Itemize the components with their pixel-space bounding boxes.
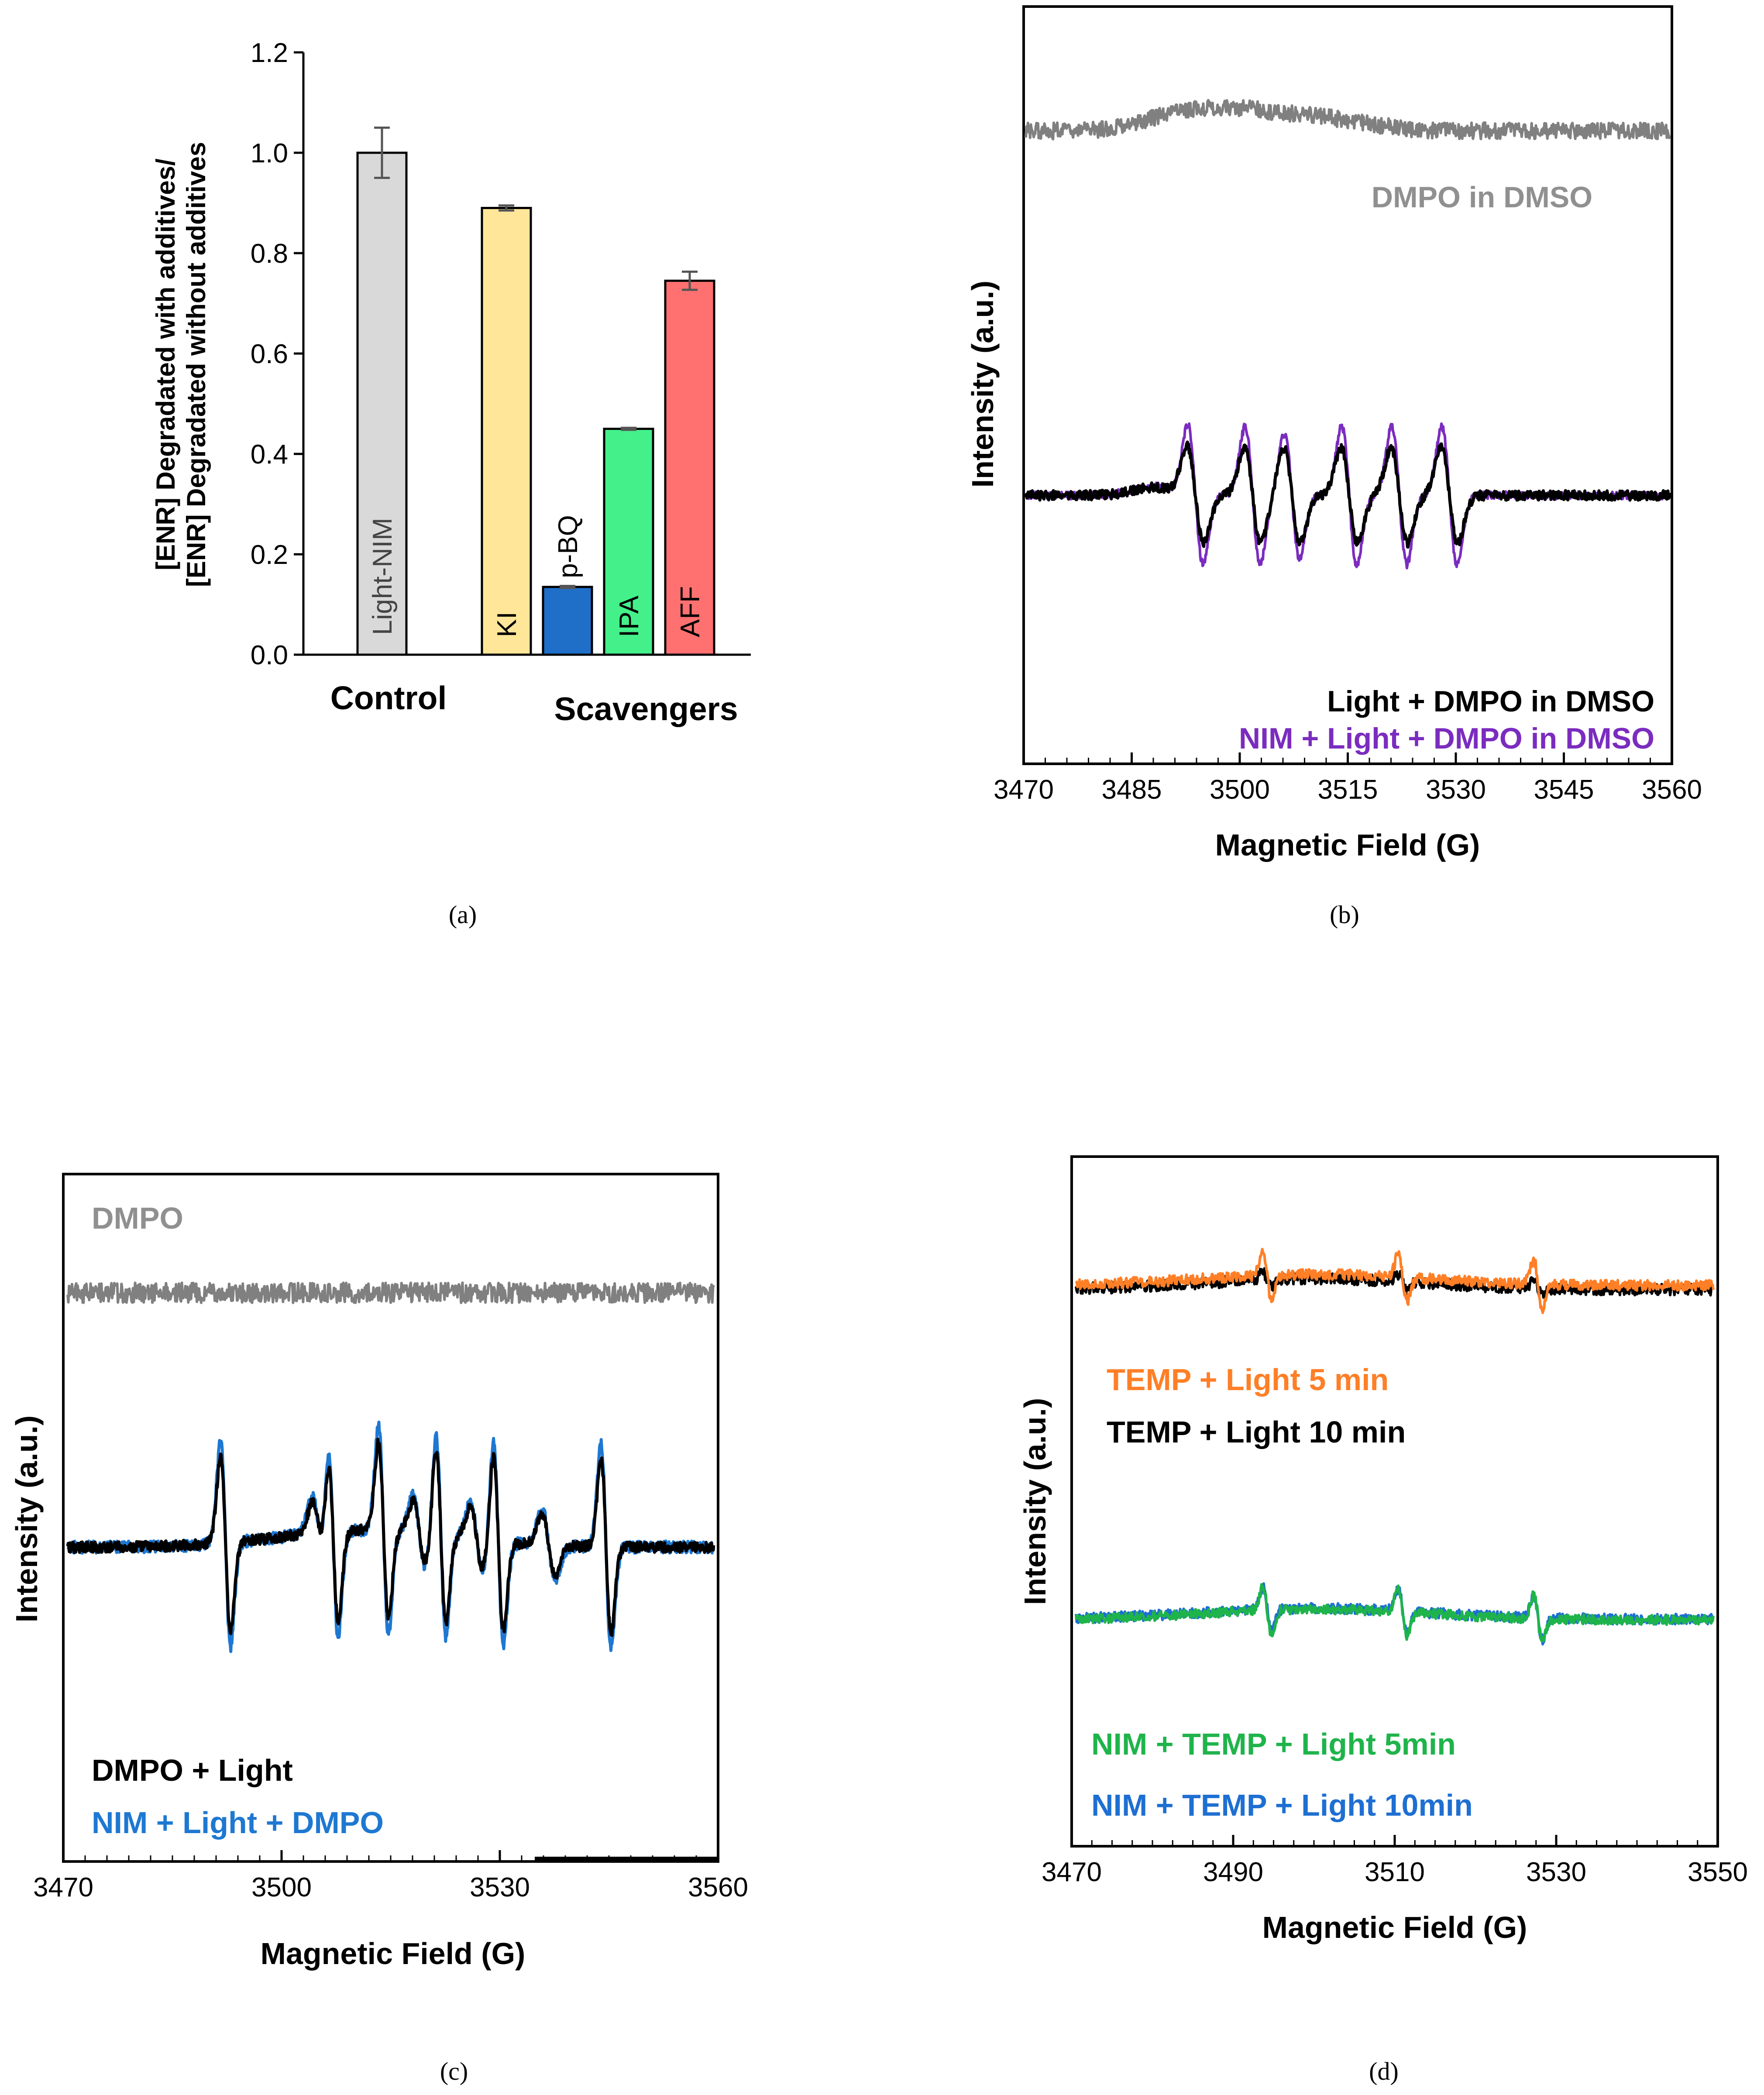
x-tick-label: 3500 — [1210, 775, 1270, 805]
panel-a-ylabel-line1: [ENR] Degradated with additives/ — [151, 158, 180, 570]
bar-ki — [481, 207, 532, 656]
panel-c-epr-spectrum: 3470 3500 3530 3560 DMPO DMPO + Light NIM +… — [10, 1173, 748, 2085]
series-line-dmpo — [66, 1281, 715, 1304]
panel-b-ylabel: Intensity (a.u.) — [966, 281, 1000, 488]
legend-dmpo-light: DMPO + Light — [92, 1753, 293, 1787]
panel-c-ylabel: Intensity (a.u.) — [10, 1415, 44, 1622]
panel-a-y-ticks: 0.0 0.2 0.4 0.6 0.8 1.0 1.2 — [251, 38, 303, 670]
series-line-dmpo-light — [66, 1437, 715, 1637]
panel-a-bars: Light-NIM KI p-BQ IPA AFF — [356, 127, 715, 656]
panel-b-x-ticks: 3470 3485 3500 3515 3530 3545 3560 — [994, 752, 1702, 805]
y-tick-label: 0.8 — [251, 239, 288, 269]
group-label-scavengers: Scavengers — [554, 690, 738, 727]
x-tick-label: 3550 — [1688, 1857, 1748, 1887]
legend-nim-light-dmpo-in-dmso: NIM + Light + DMPO in DMSO — [1239, 722, 1654, 755]
group-label-control: Control — [330, 680, 447, 716]
panel-c-xlabel: Magnetic Field (G) — [261, 1937, 526, 1971]
panel-d-xlabel: Magnetic Field (G) — [1262, 1910, 1527, 1944]
x-tick-label: 3470 — [1042, 1857, 1102, 1887]
panel-b-xlabel: Magnetic Field (G) — [1215, 828, 1480, 862]
x-tick-label: 3560 — [688, 1872, 748, 1903]
x-tick-label: 3530 — [1526, 1857, 1586, 1887]
series-line-nim-temp-light-5min — [1075, 1583, 1715, 1643]
panel-b-epr-spectrum: 3470 3485 3500 3515 3530 3545 3560 DMPO in DMS… — [966, 5, 1702, 929]
x-tick-label: 3470 — [33, 1872, 93, 1903]
y-tick-label: 1.2 — [251, 38, 288, 68]
y-tick-label: 0.6 — [251, 339, 288, 369]
y-tick-label: 0.0 — [251, 640, 288, 670]
panel-label-d: (d) — [1369, 2057, 1399, 2085]
panel-label-a: (a) — [449, 900, 477, 929]
legend-temp-light-10min: TEMP + Light 10 min — [1107, 1415, 1406, 1449]
y-tick-label: 0.4 — [251, 440, 288, 470]
x-tick-label: 3470 — [994, 775, 1054, 805]
legend-dmpo-in-dmso: DMPO in DMSO — [1372, 181, 1592, 214]
panel-label-b: (b) — [1330, 900, 1359, 929]
legend-nim-temp-light-10min: NIM + TEMP + Light 10min — [1091, 1788, 1473, 1822]
panel-d-x-ticks: 3470 3490 3510 3530 3550 — [1042, 1835, 1748, 1887]
bar-label-p-bq: p-BQ — [553, 515, 583, 578]
x-tick-label: 3510 — [1365, 1857, 1425, 1887]
legend-nim-temp-light-5min: NIM + TEMP + Light 5min — [1091, 1727, 1456, 1761]
panel-label-c: (c) — [440, 2057, 468, 2085]
x-tick-label: 3490 — [1203, 1857, 1263, 1887]
panel-a-ylabel-line2: [ENR] Degradated without additives — [182, 142, 211, 587]
y-tick-label: 1.0 — [251, 138, 288, 168]
x-tick-label: 3530 — [470, 1872, 530, 1903]
x-tick-label: 3515 — [1318, 775, 1378, 805]
legend-light-dmpo-in-dmso: Light + DMPO in DMSO — [1327, 685, 1654, 718]
x-tick-label: 3560 — [1642, 775, 1702, 805]
bar-label-ipa: IPA — [614, 595, 644, 637]
bar-label-light-nim: Light-NIM — [368, 518, 398, 635]
panel-d-epr-spectrum: 3470 3490 3510 3530 3550 TEMP + Light 5 min … — [1018, 1155, 1748, 2085]
panel-d-ylabel: Intensity (a.u.) — [1018, 1398, 1052, 1605]
bar-label-ki: KI — [492, 611, 522, 637]
x-tick-label: 3545 — [1534, 775, 1594, 805]
x-tick-label: 3485 — [1102, 775, 1162, 805]
legend-dmpo: DMPO — [92, 1201, 183, 1235]
series-line-temp-light-5min — [1075, 1247, 1715, 1314]
bar-label-aff: AFF — [675, 586, 705, 637]
series-line-light-dmpo-in-dmso — [1024, 440, 1671, 549]
bar-p-bq — [542, 586, 593, 656]
panel-c-x-ticks: 3470 3500 3530 3560 — [33, 1850, 748, 1903]
legend-nim-light-dmpo: NIM + Light + DMPO — [92, 1806, 384, 1840]
y-tick-label: 0.2 — [251, 540, 288, 570]
panel-a-bar-chart: 0.0 0.2 0.4 0.6 0.8 1.0 1.2 Light-NIM KI p-BQ IPA… — [151, 38, 751, 929]
series-line-nim-light-dmpo — [66, 1420, 715, 1653]
series-line-dmpo-in-dmso — [1025, 99, 1671, 141]
x-tick-label: 3530 — [1426, 775, 1486, 805]
series-line-temp-light-10min — [1075, 1267, 1714, 1301]
x-tick-label: 3500 — [251, 1872, 312, 1903]
legend-temp-light-5min: TEMP + Light 5 min — [1107, 1363, 1389, 1397]
